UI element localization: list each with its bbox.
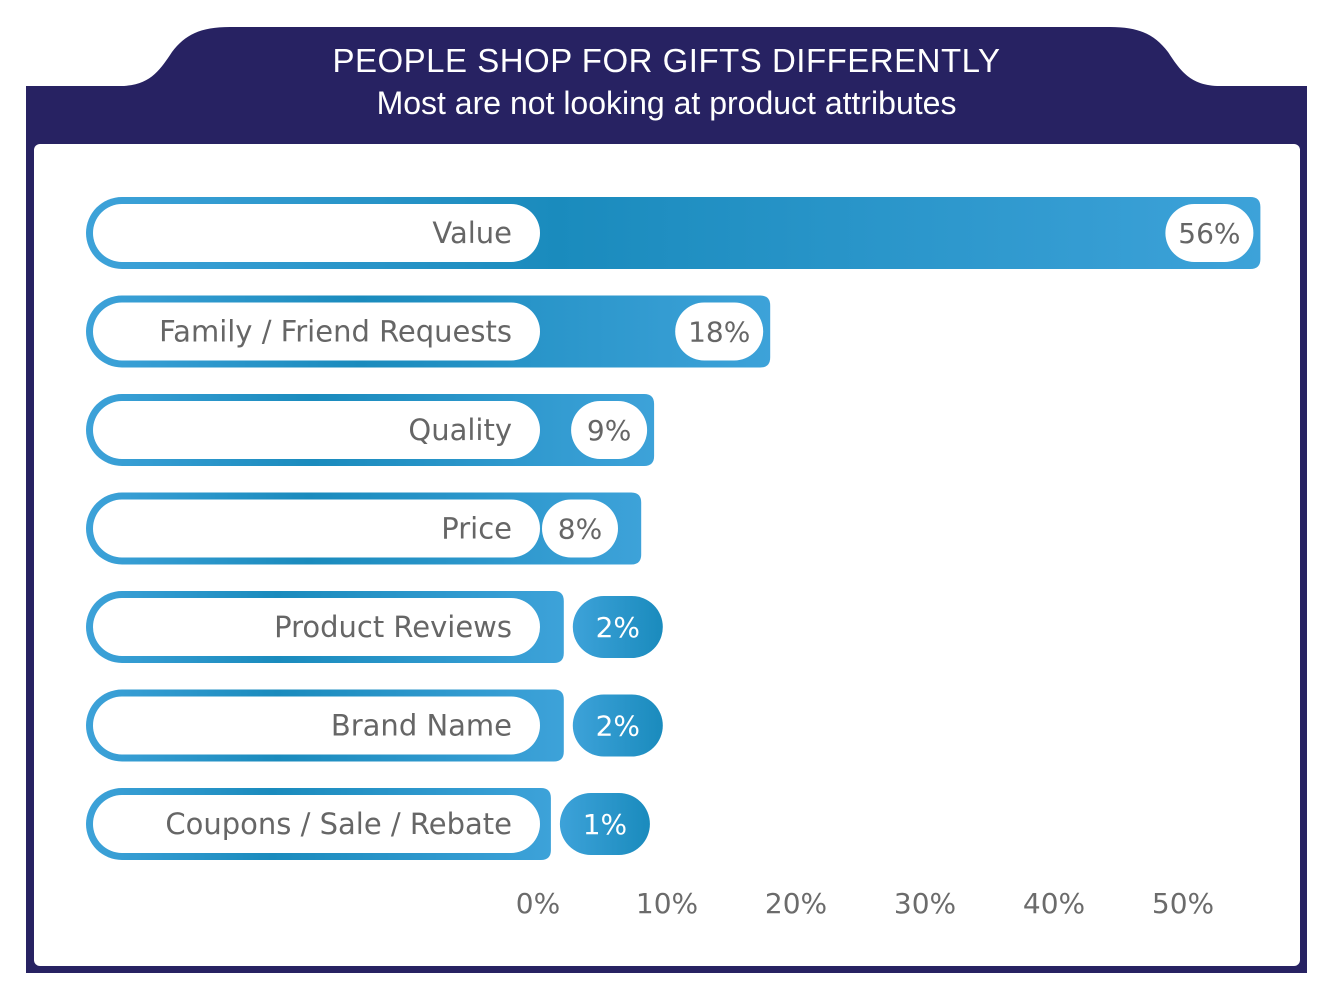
- category-pill: [93, 598, 540, 656]
- category-pill: [93, 302, 540, 361]
- value-label: 2%: [596, 611, 640, 644]
- chart-title: PEOPLE SHOP FOR GIFTS DIFFERENTLY: [332, 42, 1001, 79]
- value-pill: [572, 596, 663, 658]
- category-pill: [93, 499, 540, 558]
- bar-group: Coupons / Sale / Rebate 1%: [86, 788, 650, 860]
- category-label: Coupons / Sale / Rebate: [165, 807, 512, 841]
- x-tick-label: 10%: [636, 887, 698, 920]
- category-pill: [93, 401, 540, 459]
- x-tick-label: 40%: [1023, 887, 1085, 920]
- value-label: 9%: [587, 414, 631, 447]
- bar-group: Quality 9%: [86, 394, 655, 466]
- value-pill: [1165, 204, 1254, 262]
- value-label: 8%: [558, 513, 602, 546]
- value-pill: [571, 401, 648, 459]
- category-label: Product Reviews: [274, 610, 512, 644]
- bar-group: Product Reviews 2%: [86, 591, 663, 663]
- category-label: Brand Name: [331, 709, 512, 743]
- x-tick-label: 20%: [765, 887, 827, 920]
- x-tick-label: 30%: [894, 887, 956, 920]
- value-pill: [572, 694, 663, 757]
- value-label: 56%: [1178, 217, 1240, 250]
- category-label: Quality: [408, 413, 512, 447]
- bar-group: Brand Name 2%: [86, 689, 663, 762]
- bar-group: Price 8%: [86, 492, 642, 565]
- category-pill: [93, 696, 540, 755]
- bar-group: Family / Friend Requests 18%: [86, 295, 771, 368]
- category-label: Value: [432, 216, 512, 250]
- chart-subtitle: Most are not looking at product attribut…: [376, 85, 957, 121]
- value-pill: [559, 793, 650, 855]
- category-label: Price: [441, 512, 512, 546]
- value-label: 1%: [583, 808, 627, 841]
- category-pill: [93, 795, 540, 853]
- x-tick-label: 50%: [1152, 887, 1214, 920]
- value-label: 2%: [596, 710, 640, 743]
- bar-group: Value 56%: [86, 197, 1261, 269]
- category-label: Family / Friend Requests: [159, 315, 512, 349]
- value-label: 18%: [688, 316, 750, 349]
- x-tick-label: 0%: [516, 887, 560, 920]
- value-pill: [542, 499, 618, 558]
- category-pill: [93, 204, 540, 262]
- value-pill: [675, 302, 764, 361]
